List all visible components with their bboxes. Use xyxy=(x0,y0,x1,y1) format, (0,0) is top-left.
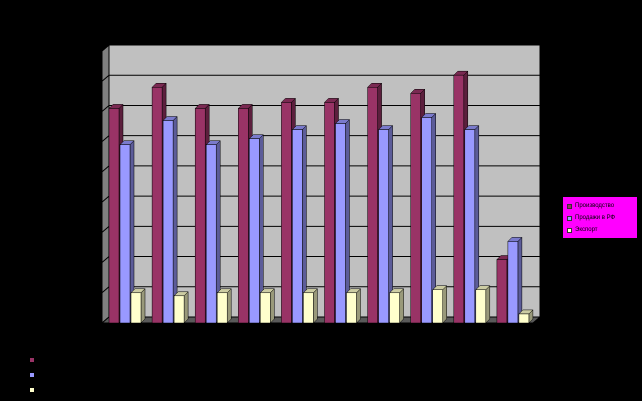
legend-label-production: Производство xyxy=(575,203,615,209)
bar xyxy=(389,292,400,324)
gridline xyxy=(101,74,540,82)
bar xyxy=(496,259,508,324)
bars xyxy=(108,70,534,324)
bar-side xyxy=(226,288,232,324)
key-swatch-export xyxy=(30,387,34,392)
bar-side xyxy=(356,288,361,324)
bar xyxy=(151,87,163,324)
bar-side xyxy=(270,288,275,324)
bar xyxy=(518,313,530,324)
legend-label-export: Экспорт xyxy=(575,227,598,233)
legend: Производство Продажи в РФ Экспорт xyxy=(563,197,637,238)
bar xyxy=(507,241,519,324)
bar xyxy=(335,123,346,324)
bar xyxy=(130,292,142,324)
legend-swatch-sales xyxy=(567,215,572,221)
bar-side xyxy=(485,285,491,324)
bar xyxy=(346,292,357,324)
key-item xyxy=(30,382,50,397)
bar xyxy=(281,102,292,324)
plot-side-wall xyxy=(101,43,110,325)
legend-swatch-export xyxy=(567,227,572,233)
bar xyxy=(303,292,314,324)
legend-item: Продажи в РФ xyxy=(567,212,635,224)
bar xyxy=(238,108,249,324)
gridline xyxy=(101,104,540,112)
bar-side xyxy=(442,285,447,324)
key-swatch-sales xyxy=(30,372,34,377)
gridline xyxy=(101,44,540,52)
bar xyxy=(421,117,432,324)
bar xyxy=(292,129,303,324)
bar xyxy=(249,138,260,324)
legend-label-sales: Продажи в РФ xyxy=(575,215,616,221)
data-table-key xyxy=(30,352,50,397)
bar-side xyxy=(140,288,146,324)
legend-item: Производство xyxy=(567,200,635,212)
bar-side xyxy=(399,288,404,324)
bar-side xyxy=(517,236,523,324)
key-item xyxy=(30,352,50,367)
key-swatch-production xyxy=(30,357,34,362)
bar xyxy=(108,108,120,324)
legend-swatch-production xyxy=(567,203,572,209)
bar xyxy=(464,129,476,324)
legend-item: Экспорт xyxy=(567,224,635,236)
bar xyxy=(432,289,443,324)
bar xyxy=(367,87,378,324)
bar xyxy=(378,129,389,324)
key-item xyxy=(30,367,50,382)
bar xyxy=(453,74,465,324)
bar xyxy=(324,102,335,324)
bar xyxy=(260,292,271,324)
bar-side xyxy=(313,288,318,324)
bar xyxy=(194,108,206,324)
bar xyxy=(173,295,185,324)
bar xyxy=(119,144,131,324)
bar xyxy=(216,292,228,324)
bar xyxy=(205,144,217,324)
bar xyxy=(162,120,174,324)
bar-side xyxy=(183,291,189,324)
bar xyxy=(475,289,487,324)
bar-side xyxy=(172,115,178,324)
bar xyxy=(410,93,421,324)
